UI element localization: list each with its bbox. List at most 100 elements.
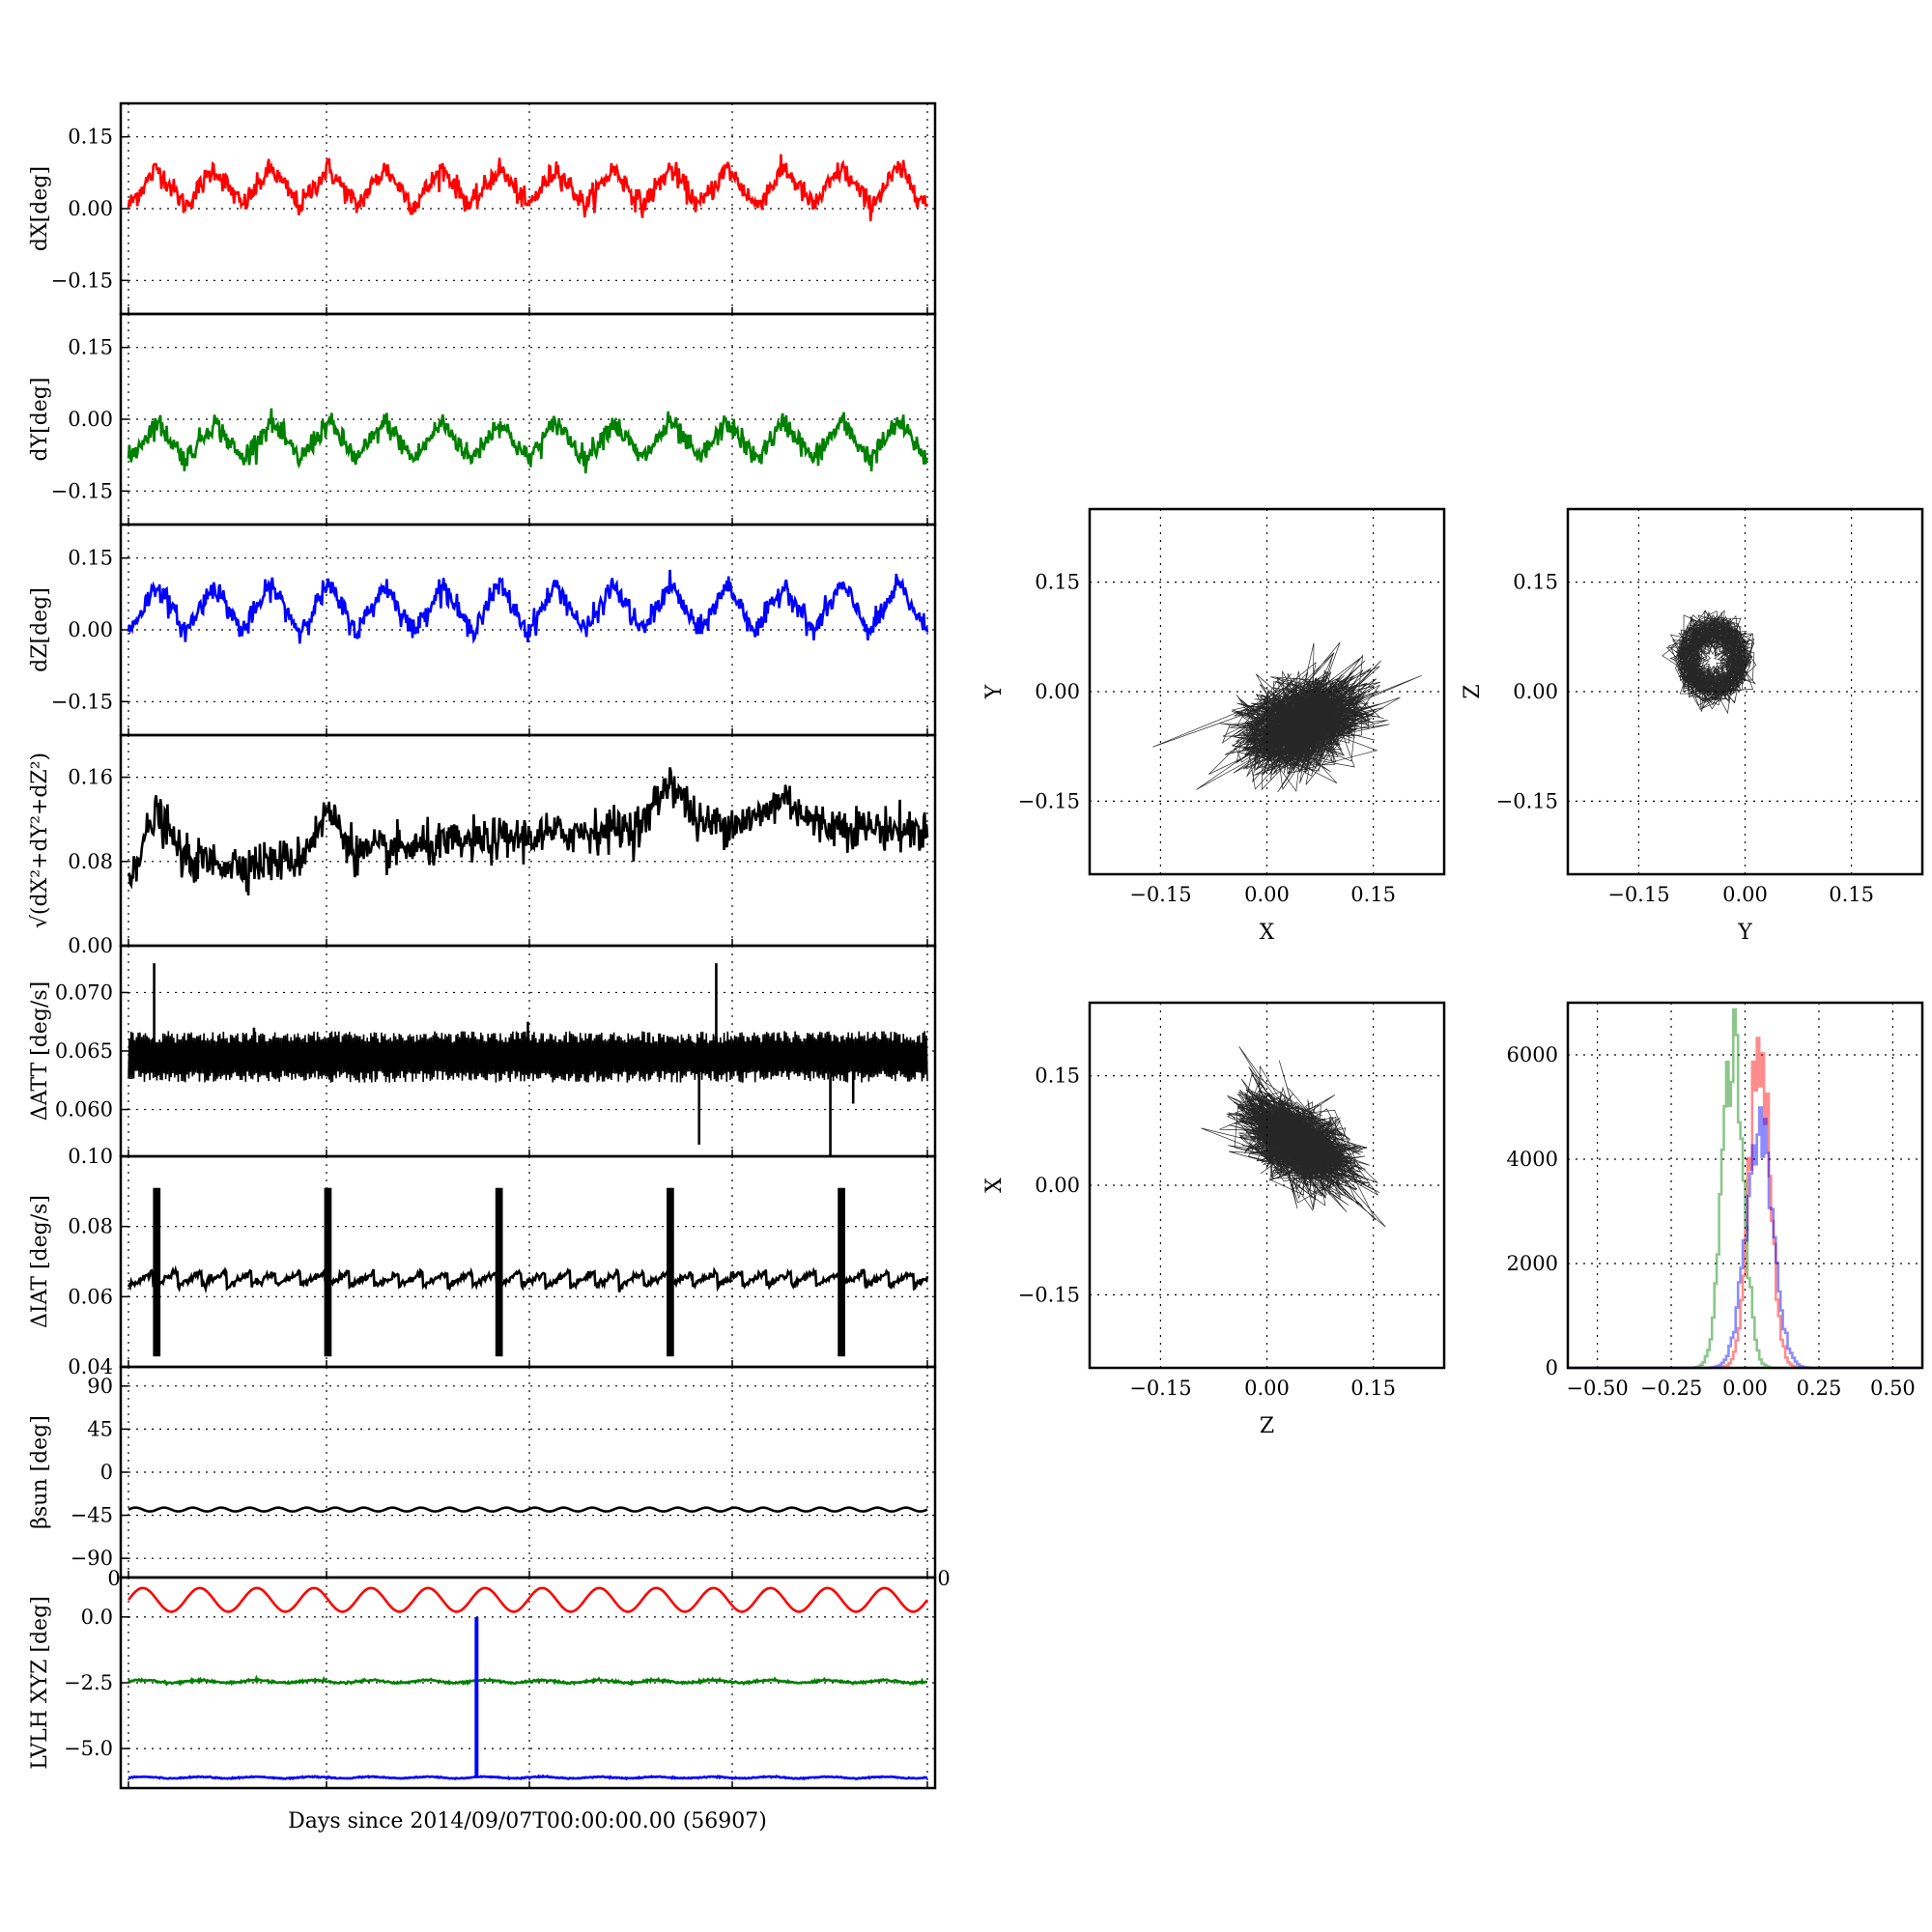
panel-ts-diat: 0.10 0.08 0.06 0.04 ΔIAT [deg/s] [28, 1145, 937, 1378]
panel-frame [1566, 1001, 1924, 1370]
panel-frame [119, 1576, 937, 1790]
trajectory [1152, 641, 1422, 793]
y-tick-label: 0.15 [1513, 571, 1558, 594]
panel-sc-zx: −0.15 0.00 0.15 0.15 0.00 −0.15 Z X [982, 1001, 1446, 1438]
x-tick-label: 0.00 [1722, 1377, 1768, 1400]
panel-sc-xy: −0.15 0.00 0.15 0.15 0.00 −0.15 X Y [982, 507, 1446, 945]
y-axis-label: √(dX²+dY²+dZ²) [28, 753, 52, 928]
series-line [127, 1586, 929, 1613]
x-tick-label: 0.25 [1797, 1377, 1842, 1400]
y-tick-label: 0.15 [68, 126, 113, 149]
y-tick-label: 0.00 [68, 618, 113, 641]
series-line [127, 154, 929, 222]
overlay-tick-label: 0 [937, 1567, 950, 1590]
x-tick-label: 0.00 [1244, 883, 1290, 906]
y-axis-label: X [982, 1178, 1007, 1193]
y-tick-label: 0.08 [68, 1215, 113, 1238]
y-axis-label: LVLH XYZ [deg] [28, 1596, 52, 1770]
y-tick-label: 0.060 [55, 1098, 113, 1122]
panel-frame [1566, 507, 1924, 876]
y-tick-label: 0.00 [1513, 680, 1558, 703]
panel-ts-dz: 0.15 0.00 −0.15 dZ[deg] [28, 523, 937, 737]
y-tick-label: 4000 [1507, 1148, 1558, 1171]
series-line [127, 1264, 929, 1294]
y-axis-label: βsun [deg] [28, 1415, 52, 1529]
x-tick-label: 0.50 [1870, 1377, 1916, 1400]
y-tick-label: 0 [1546, 1356, 1558, 1379]
y-axis-label: Z [1461, 684, 1485, 698]
panel-ts-dx: 0.15 0.00 −0.15 dX[deg] [28, 101, 937, 316]
y-tick-label: 6000 [1507, 1043, 1558, 1066]
y-tick-label: 0 [100, 1461, 113, 1484]
y-tick-label: 0.10 [68, 1145, 113, 1168]
y-tick-label: 2000 [1507, 1252, 1558, 1275]
y-tick-label: 0.00 [68, 934, 113, 957]
histogram-step [1568, 1008, 1920, 1370]
y-tick-label: 0.00 [1035, 1174, 1080, 1197]
y-tick-label: −5.0 [64, 1737, 113, 1760]
y-tick-label: 0.15 [1035, 1065, 1080, 1088]
y-tick-label: 0.00 [68, 408, 113, 431]
x-tick-label: −0.25 [1640, 1377, 1702, 1400]
panel-hist-xyz: −0.50 −0.25 0.00 0.25 0.50 6000 4000 2000 0 [1507, 1001, 1924, 1400]
panel-frame [1088, 1001, 1446, 1370]
x-tick-label: 0.00 [1244, 1377, 1290, 1400]
x-axis-label: Days since 2014/09/07T00:00:00.00 (56907… [288, 1809, 767, 1833]
y-tick-label: 0.00 [68, 197, 113, 220]
y-tick-label: −0.15 [1496, 789, 1558, 812]
y-tick-label: 0.0 [81, 1605, 113, 1629]
panel-frame [119, 1154, 937, 1369]
series-line [127, 1674, 928, 1687]
panel-frame [1088, 507, 1446, 876]
y-tick-label: −90 [71, 1547, 113, 1570]
x-axis-label: Z [1260, 1414, 1274, 1438]
x-axis-label: X [1260, 921, 1275, 945]
series-line [127, 408, 929, 474]
y-tick-label: −45 [71, 1504, 113, 1527]
x-tick-label: 0.00 [1722, 883, 1768, 906]
x-tick-label: 0.15 [1829, 883, 1874, 906]
y-tick-label: −2.5 [64, 1671, 113, 1694]
series-line [127, 569, 929, 644]
x-tick-label: 0.15 [1350, 1377, 1396, 1400]
y-tick-label: −0.15 [51, 269, 113, 292]
y-tick-label: −0.15 [51, 690, 113, 713]
y-tick-label: 0.06 [68, 1285, 113, 1308]
overlay-tick-label: 0 [107, 1567, 120, 1590]
panel-ts-lvlh: 0.0 −2.5 −5.0 LVLH XYZ [deg] [28, 1576, 937, 1790]
y-tick-label: 90 [87, 1375, 113, 1398]
y-tick-label: 0.070 [55, 980, 113, 1004]
panel-ts-r: 0.16 0.08 0.00 √(dX²+dY²+dZ²) [28, 733, 937, 957]
series-line [128, 1031, 928, 1083]
x-tick-label: −0.15 [1607, 883, 1669, 906]
y-axis-label: dZ[deg] [28, 587, 52, 672]
panel-frame [119, 1365, 937, 1579]
panel-frame [119, 312, 937, 526]
y-tick-label: −0.15 [1018, 1283, 1080, 1306]
y-axis-label: Y [982, 684, 1007, 699]
y-tick-label: 0.04 [68, 1355, 113, 1378]
y-tick-label: 0.15 [68, 547, 113, 570]
trajectory [1662, 610, 1757, 715]
y-tick-label: 0.08 [68, 850, 113, 873]
y-axis-label: ΔATT [deg/s] [28, 981, 52, 1121]
y-tick-label: −0.15 [51, 479, 113, 502]
y-tick-label: 0.15 [1035, 571, 1080, 594]
x-tick-label: −0.15 [1129, 883, 1191, 906]
y-axis-label: ΔIAT [deg/s] [28, 1195, 52, 1328]
y-tick-label: 45 [87, 1417, 113, 1440]
y-axis-label: dY[deg] [28, 378, 52, 462]
x-tick-label: 0.15 [1350, 883, 1396, 906]
x-tick-label: −0.15 [1129, 1377, 1191, 1400]
y-tick-label: 0.00 [1035, 680, 1080, 703]
trajectory [1201, 1046, 1386, 1228]
series-line [128, 1774, 928, 1781]
panel-ts-beta: 90 45 0 −45 −90 βsun [deg] [28, 1365, 937, 1579]
x-axis-label: Y [1737, 921, 1752, 945]
y-tick-label: 0.15 [68, 336, 113, 359]
x-tick-label: −0.50 [1566, 1377, 1628, 1400]
series-line [128, 1506, 928, 1513]
y-tick-label: 0.16 [68, 766, 113, 789]
